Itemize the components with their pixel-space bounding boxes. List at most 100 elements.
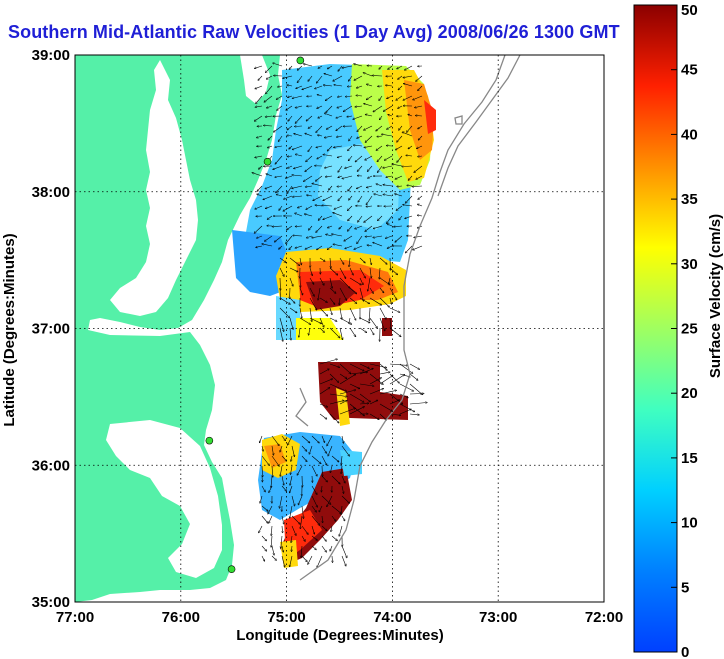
velocity-vector: [281, 555, 285, 567]
velocity-vector: [336, 115, 343, 118]
velocity-vector: [280, 287, 281, 300]
velocity-vector: [359, 267, 365, 278]
velocity-vector: [256, 135, 263, 138]
velocity-vector: [389, 400, 400, 405]
velocity-vector: [283, 205, 293, 211]
velocity-vector: [409, 383, 423, 395]
velocity-vector: [283, 75, 293, 78]
velocity-vector: [290, 475, 293, 485]
velocity-vector: [357, 125, 363, 132]
colorbar-tick-label: 50: [681, 2, 698, 19]
velocity-vector: [279, 267, 284, 277]
velocity-vector: [417, 204, 423, 207]
velocity-vector: [349, 372, 368, 375]
velocity-vector: [319, 387, 330, 395]
velocity-vector: [269, 515, 273, 523]
velocity-vector: [357, 135, 363, 138]
velocity-vector: [329, 383, 347, 391]
velocity-vector: [327, 145, 333, 151]
velocity-vector: [403, 205, 413, 207]
velocity-vector: [369, 378, 382, 385]
velocity-vector: [291, 545, 292, 552]
velocity-vector: [366, 185, 373, 188]
velocity-vector: [317, 135, 323, 136]
velocity-vector: [398, 85, 403, 90]
velocity-vector: [279, 495, 283, 508]
velocity-vector: [318, 215, 323, 220]
velocity-vector: [317, 155, 323, 159]
velocity-vector: [331, 455, 339, 462]
colorbar-tick-label: 35: [681, 191, 698, 208]
velocity-vector: [281, 545, 283, 552]
velocity-vector: [345, 245, 353, 249]
velocity-vector: [319, 317, 324, 327]
velocity-vector: [322, 515, 323, 523]
velocity-vector: [359, 393, 371, 402]
velocity-vector: [309, 287, 314, 296]
velocity-vector: [321, 445, 327, 453]
colorbar-tick-label: 30: [681, 256, 698, 273]
velocity-vector: [404, 65, 413, 70]
velocity-vector: [369, 267, 371, 278]
velocity-vector: [321, 455, 327, 465]
velocity-vector: [399, 373, 410, 377]
velocity-vector: [399, 215, 403, 220]
velocity-vector: [276, 194, 283, 197]
velocity-vector: [418, 85, 423, 91]
velocity-vector: [403, 95, 413, 100]
velocity-vector: [319, 327, 324, 333]
velocity-vector: [379, 115, 383, 120]
velocity-vector: [256, 235, 263, 238]
velocity-vector: [302, 85, 313, 90]
velocity-vector: [341, 475, 345, 483]
velocity-vector: [339, 225, 343, 229]
velocity-vector: [329, 393, 347, 397]
velocity-vector: [311, 505, 316, 512]
velocity-vector: [281, 515, 284, 524]
velocity-vector: [369, 297, 382, 305]
colorbar-tick-label: 5: [681, 579, 689, 596]
velocity-vector: [389, 327, 401, 337]
velocity-vector: [334, 85, 343, 87]
velocity-vector: [383, 105, 393, 111]
velocity-vector: [390, 317, 391, 329]
velocity-vector: [405, 195, 413, 203]
velocity-vector: [324, 135, 333, 138]
velocity-vector: [339, 267, 346, 279]
velocity-vector: [355, 106, 363, 107]
velocity-vector: [289, 297, 295, 303]
velocity-vector: [339, 287, 347, 301]
map-title: Southern Mid-Atlantic Raw Velocities (1 …: [8, 22, 620, 42]
velocity-vector: [399, 363, 413, 373]
velocity-vector: [301, 555, 307, 562]
velocity-vector: [319, 505, 323, 512]
velocity-vector: [339, 373, 347, 379]
velocity-vector: [359, 257, 365, 263]
velocity-vector: [306, 115, 313, 121]
velocity-vector: [397, 186, 403, 187]
velocity-vector: [265, 185, 273, 189]
velocity-vector: [291, 515, 300, 524]
velocity-vector: [323, 85, 333, 86]
velocity-vector: [359, 403, 369, 404]
velocity-vector: [277, 86, 283, 87]
velocity-vector: [339, 257, 344, 264]
velocity-vector: [399, 393, 408, 398]
velocity-vector: [279, 327, 283, 341]
velocity-vector: [309, 317, 322, 324]
velocity-vector: [416, 175, 423, 179]
velocity-vector: [281, 535, 283, 549]
colorbar-label: Surface Velocity (cm/s): [707, 214, 724, 378]
velocity-vector: [271, 475, 272, 488]
velocity-vector: [321, 485, 322, 492]
velocity-vector: [276, 95, 283, 99]
velocity-vector: [262, 445, 263, 451]
colorbar-tick-label: 10: [681, 515, 698, 532]
velocity-vector: [256, 95, 263, 104]
velocity-vector: [379, 267, 380, 279]
velocity-vector: [383, 185, 393, 187]
velocity-vector: [358, 195, 363, 202]
velocity-vector: [373, 242, 383, 247]
velocity-vector: [273, 125, 283, 132]
velocity-vector: [316, 125, 323, 133]
